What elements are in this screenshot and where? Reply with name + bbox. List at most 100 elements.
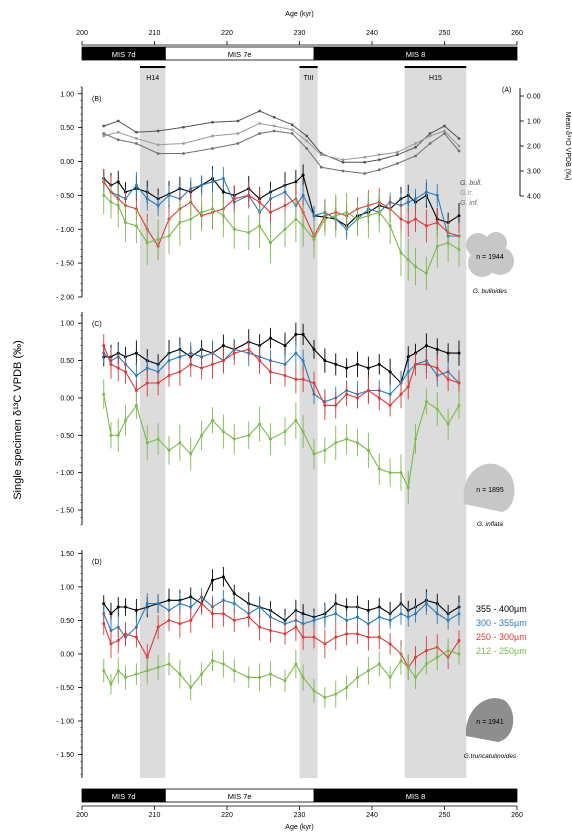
data-point	[283, 190, 287, 194]
data-point	[102, 193, 106, 197]
data-point	[435, 407, 439, 411]
d18o-point	[305, 139, 309, 143]
data-point	[334, 214, 338, 218]
data-point	[156, 602, 160, 606]
data-point	[457, 612, 461, 616]
data-point	[189, 452, 193, 456]
data-point	[323, 359, 327, 363]
data-point	[301, 612, 305, 616]
data-point	[446, 377, 450, 381]
d18o-point	[156, 152, 160, 155]
data-point	[178, 441, 182, 445]
panel-tick-label: - 1.50	[56, 508, 74, 515]
data-point	[414, 437, 417, 441]
panel-tick-label: - 2.00	[56, 295, 74, 302]
d18o-point	[290, 132, 294, 135]
panel-tick-label: - 1.00	[56, 227, 74, 234]
data-point	[424, 602, 428, 606]
sample-count: n = 1895	[476, 487, 504, 494]
data-point	[283, 632, 287, 636]
data-point	[334, 612, 338, 616]
panel-tick-label: 0.00	[60, 395, 74, 402]
d18o-point	[414, 154, 417, 158]
d18o-line	[103, 130, 460, 175]
data-point	[283, 227, 287, 231]
data-point	[323, 696, 327, 700]
data-point	[145, 241, 149, 245]
data-point	[145, 381, 149, 385]
data-point	[283, 204, 287, 208]
d18o-series-2	[102, 129, 461, 175]
data-point	[109, 682, 113, 686]
event-band	[299, 67, 318, 778]
data-point	[388, 471, 392, 475]
data-point	[435, 193, 439, 197]
data-point	[200, 602, 204, 606]
event-band	[140, 67, 166, 778]
data-point	[312, 237, 316, 241]
data-point	[301, 377, 305, 381]
data-point	[414, 265, 417, 269]
d18o-point	[116, 138, 120, 142]
mis-bar-bottom	[313, 788, 518, 803]
data-point	[457, 403, 461, 407]
panel-tick-label: - 1.50	[56, 261, 74, 268]
event-band	[404, 67, 467, 778]
d18o-point	[182, 152, 185, 155]
right-axis-tick-label: 2.00	[527, 144, 541, 151]
data-point	[446, 649, 450, 653]
data-point	[156, 381, 160, 385]
data-point	[211, 659, 214, 663]
age-tick-label-top: 210	[149, 30, 161, 37]
d18o-point	[428, 132, 432, 135]
data-point	[457, 351, 461, 355]
data-point	[200, 210, 204, 214]
age-tick-label-bottom: 250	[439, 812, 451, 819]
data-point	[301, 173, 305, 177]
d18o-point	[116, 130, 120, 134]
data-point	[345, 632, 349, 636]
d18o-point	[363, 160, 367, 164]
panel-tick-label: - 0.50	[56, 685, 74, 692]
data-point	[124, 418, 127, 422]
data-point	[134, 635, 138, 639]
d18o-point	[134, 130, 138, 134]
age-axis-title-bottom: Age (kyr)	[285, 824, 313, 831]
data-point	[388, 642, 392, 646]
right-axis-tick-label: 3.00	[527, 169, 541, 176]
data-point	[109, 642, 113, 646]
d18o-point	[443, 124, 446, 128]
data-point	[145, 197, 149, 201]
data-point	[178, 370, 182, 374]
data-point	[134, 374, 138, 378]
panel-tag: (B)	[92, 96, 101, 103]
data-point	[269, 210, 272, 214]
data-point	[414, 612, 417, 616]
data-point	[211, 362, 214, 366]
data-point	[345, 366, 349, 370]
data-point	[221, 214, 225, 218]
data-point	[189, 362, 193, 366]
data-point	[457, 652, 461, 656]
panel-tick-label: 0.00	[60, 651, 74, 658]
data-point	[247, 433, 251, 437]
d18o-series-label: G.tr.	[460, 190, 473, 197]
event-label: TIII	[304, 75, 314, 82]
d18o-point	[102, 124, 106, 128]
data-point	[116, 605, 120, 609]
data-point	[356, 615, 359, 619]
data-point	[211, 207, 214, 211]
data-point	[247, 231, 251, 235]
data-point	[424, 362, 428, 366]
data-point	[189, 595, 193, 599]
legend-entry: 355 - 400µm	[476, 604, 527, 614]
data-layer	[102, 109, 461, 708]
data-point	[301, 193, 305, 197]
data-point	[134, 183, 138, 187]
data-point	[178, 355, 182, 359]
data-point	[388, 392, 392, 396]
data-point	[414, 362, 417, 366]
panel-tick-label: - 1.00	[56, 470, 74, 477]
age-tick-label-top: 240	[366, 30, 378, 37]
data-point	[232, 602, 236, 606]
